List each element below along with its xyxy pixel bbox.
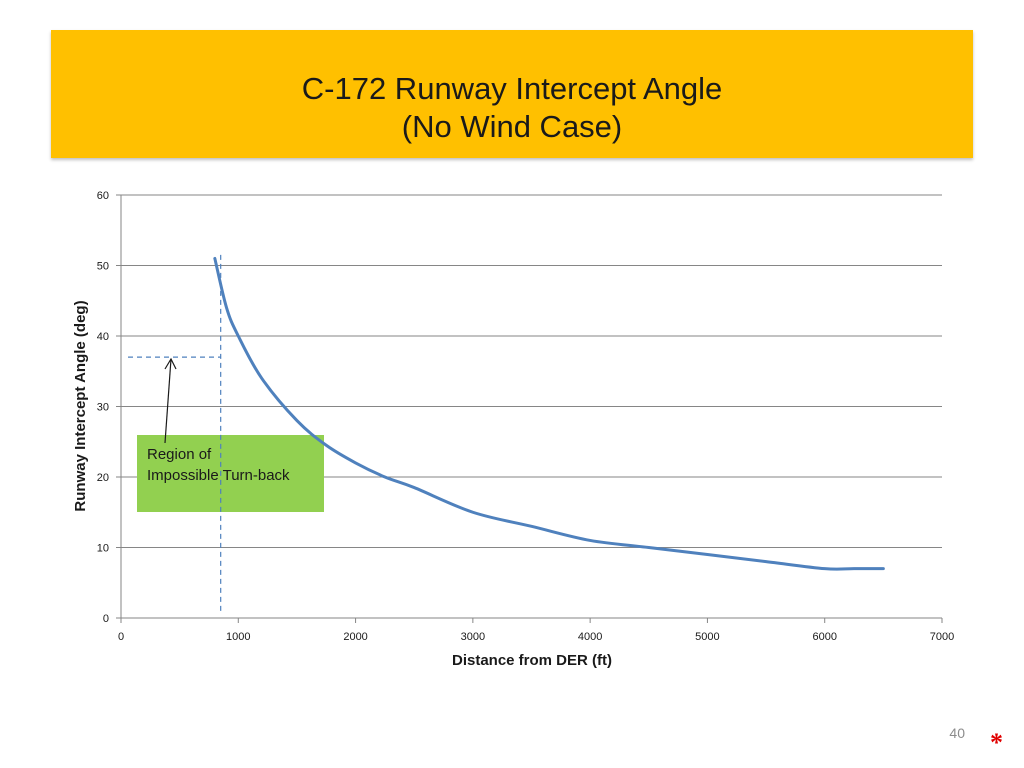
y-tick-label: 10	[97, 543, 109, 555]
y-tick-label: 0	[103, 613, 109, 625]
annotation-arrow-head	[164, 357, 177, 370]
x-tick-label: 1000	[226, 631, 250, 643]
annotation-line-2: Impossible Turn-back	[147, 467, 290, 484]
region-annotation-box	[137, 435, 324, 512]
x-axis-title: Distance from DER (ft)	[452, 652, 612, 669]
y-tick-label: 50	[97, 261, 109, 273]
y-tick-label: 40	[97, 331, 109, 343]
x-tick-label: 7000	[930, 631, 954, 643]
title-line-2: (No Wind Case)	[401, 109, 623, 144]
x-tick-label: 2000	[343, 631, 367, 643]
title-line-1: C-172 Runway Intercept Angle	[301, 71, 723, 106]
footnote-star: *	[990, 728, 1003, 757]
x-tick-label: 4000	[578, 631, 602, 643]
y-tick-label: 30	[97, 402, 109, 414]
x-tick-label: 6000	[812, 631, 836, 643]
series-line	[213, 256, 885, 571]
y-tick-label: 60	[97, 190, 109, 202]
slide-number: 40	[949, 725, 965, 741]
title-banner: C-172 Runway Intercept Angle (No Wind Ca…	[51, 30, 973, 158]
x-tick-label: 3000	[461, 631, 485, 643]
y-tick-label: 20	[97, 472, 109, 484]
x-tick-label: 5000	[695, 631, 719, 643]
slide-title: C-172 Runway Intercept Angle (No Wind Ca…	[51, 70, 973, 146]
x-tick-labels: 0 1000 2000 3000 4000 5000 6000 7000	[118, 618, 954, 643]
annotation-line-1: Region of	[147, 446, 212, 463]
y-axis-title: Runway Intercept Angle (deg)	[72, 300, 89, 511]
annotation-arrow-shaft	[164, 358, 172, 444]
x-tick-label: 0	[118, 631, 124, 643]
y-tick-labels: 0 10 20 30 40 50 60	[97, 190, 121, 625]
